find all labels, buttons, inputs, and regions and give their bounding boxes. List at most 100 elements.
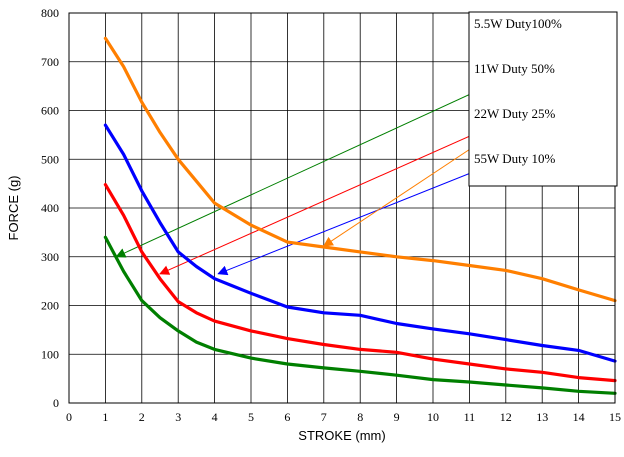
data-point [213, 201, 216, 205]
data-point [213, 348, 216, 351]
x-tick-label: 5 [248, 410, 254, 424]
data-point [122, 153, 125, 156]
data-point [158, 221, 162, 224]
x-tick-label: 12 [500, 410, 512, 424]
data-point [541, 277, 544, 280]
data-point [213, 277, 216, 280]
data-point [140, 101, 143, 104]
data-point [158, 316, 162, 319]
y-tick-label: 100 [41, 347, 59, 361]
data-point [322, 245, 325, 249]
data-point [359, 370, 362, 373]
data-point [359, 314, 362, 317]
y-tick-label: 500 [41, 152, 59, 166]
data-point [158, 277, 162, 280]
data-point [158, 131, 162, 134]
data-point [104, 123, 107, 127]
data-point [541, 344, 544, 347]
series-line [103, 36, 617, 303]
legend-entry: 22W Duty 25% [474, 106, 556, 121]
data-point [395, 322, 398, 325]
data-point [286, 240, 289, 244]
legend-entry: 5.5W Duty100% [474, 16, 562, 31]
x-tick-label: 4 [212, 410, 218, 424]
x-tick-label: 9 [394, 410, 400, 424]
legend-box [468, 11, 618, 187]
data-point [577, 390, 580, 393]
data-point [504, 269, 507, 272]
data-point [104, 183, 107, 186]
data-point [122, 214, 125, 217]
data-point [322, 366, 325, 370]
data-point [104, 37, 107, 40]
data-point [231, 284, 234, 288]
legend-entry: 55W Duty 10% [474, 151, 556, 166]
data-point [468, 332, 471, 335]
data-point [577, 288, 580, 292]
data-point [249, 223, 253, 227]
data-point [213, 319, 216, 323]
data-point [504, 338, 507, 341]
data-point [140, 189, 143, 193]
data-point [249, 356, 253, 360]
data-point [468, 264, 471, 267]
x-tick-label: 7 [321, 410, 327, 424]
series-lines [103, 36, 617, 395]
x-tick-label: 3 [175, 410, 181, 424]
data-point [541, 371, 544, 374]
legend-entry: 11W Duty 50% [474, 61, 555, 76]
x-tick-label: 2 [139, 410, 145, 424]
data-point [286, 337, 289, 340]
x-tick-label: 8 [357, 410, 363, 424]
data-point [195, 340, 198, 344]
x-axis-label: STROKE (mm) [298, 428, 385, 443]
legend: 5.5W Duty100% 11W Duty 50% 22W Duty 25% 55W… [468, 11, 618, 187]
y-tick-label: 700 [41, 55, 59, 69]
x-tick-label: 11 [464, 410, 476, 424]
data-point [249, 292, 253, 295]
data-point [140, 299, 143, 302]
data-point [322, 343, 325, 346]
data-point [195, 311, 198, 315]
data-point [195, 265, 198, 268]
data-point [195, 179, 198, 183]
data-point [431, 327, 435, 331]
data-point [504, 383, 507, 387]
y-axis-label: FORCE (g) [6, 176, 21, 241]
data-point [577, 376, 580, 379]
data-point [122, 270, 125, 273]
tick-labels: 0 1 2 3 4 5 6 7 8 9 10 11 12 13 14 15010020030040050060… [41, 6, 621, 424]
data-point [431, 357, 435, 361]
data-point [140, 250, 143, 254]
y-tick-label: 800 [41, 6, 59, 20]
x-tick-label: 1 [102, 410, 108, 424]
data-point [431, 378, 435, 381]
y-tick-label: 300 [41, 250, 59, 264]
data-point [395, 374, 398, 377]
x-tick-label: 15 [609, 410, 621, 424]
data-point [177, 250, 180, 254]
x-tick-label: 0 [66, 410, 72, 424]
data-point [122, 65, 125, 68]
data-point [541, 386, 544, 390]
y-tick-label: 0 [53, 396, 59, 410]
data-point [395, 255, 398, 258]
data-point [359, 348, 362, 351]
annotation-arrow [322, 149, 470, 247]
data-point [286, 362, 289, 366]
data-point [286, 305, 289, 309]
series-line [103, 235, 617, 395]
plot-frame [68, 12, 616, 404]
y-tick-label: 600 [41, 104, 59, 118]
data-point [359, 250, 362, 254]
x-tick-label: 6 [284, 410, 290, 424]
data-point [104, 236, 107, 239]
x-tick-label: 14 [573, 410, 585, 424]
data-point [177, 300, 180, 303]
y-tick-label: 200 [41, 299, 59, 313]
x-tick-label: 13 [536, 410, 548, 424]
data-point [322, 311, 325, 315]
x-tick-label: 10 [427, 410, 439, 424]
